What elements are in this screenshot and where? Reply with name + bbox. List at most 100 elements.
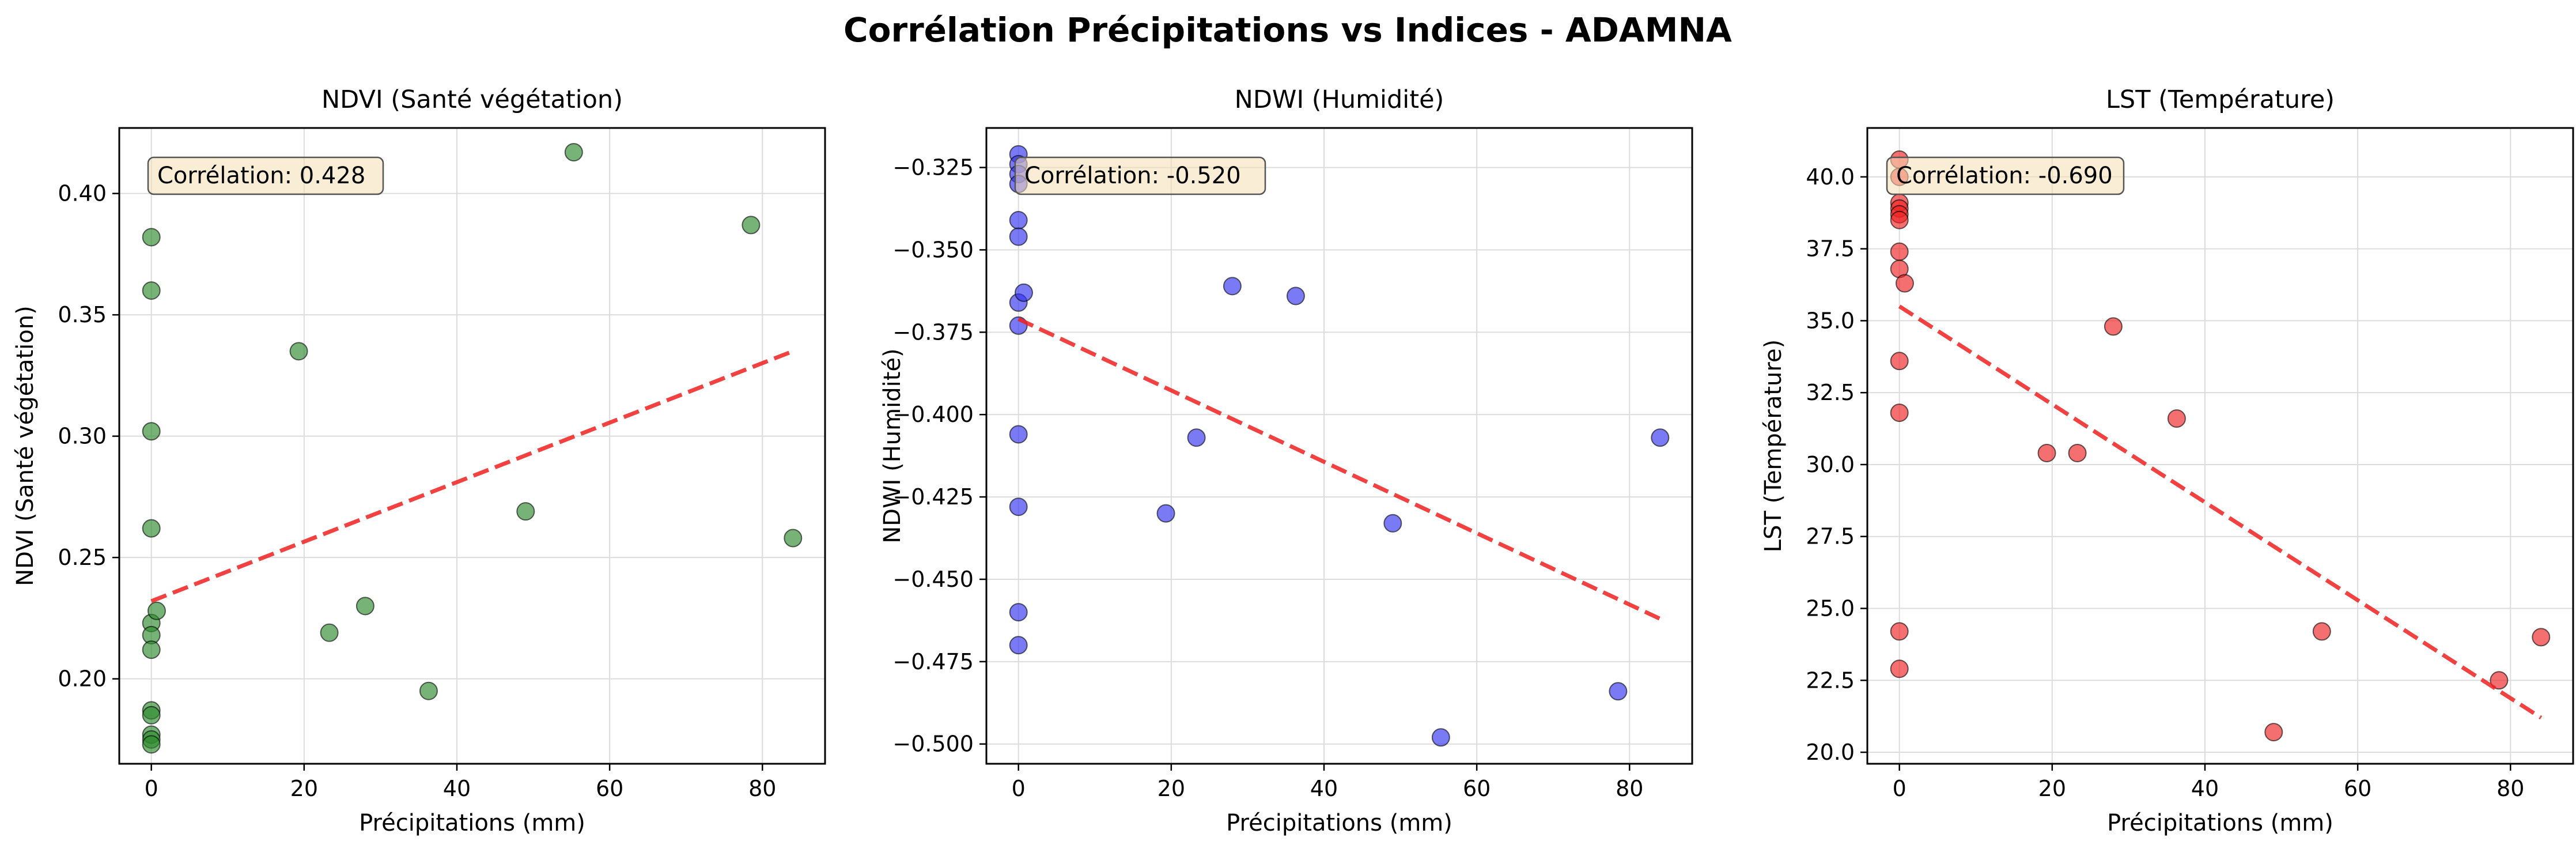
- lst-point: [1890, 622, 1909, 641]
- ndwi-ytick-label: −0.425: [892, 484, 974, 510]
- lst-ylabel: LST (Température): [1760, 340, 1787, 552]
- lst-point: [2312, 622, 2331, 641]
- figure-title: Corrélation Précipitations vs Indices - …: [843, 10, 1732, 50]
- lst-point: [2264, 723, 2283, 742]
- ndwi-correlation-text: Corrélation: -0.520: [1024, 163, 1241, 189]
- lst-point: [1890, 242, 1909, 261]
- ndwi-ytick-label: −0.500: [892, 731, 974, 757]
- ndvi-ytick-label: 0.35: [58, 302, 107, 327]
- lst-point: [2037, 443, 2056, 462]
- lst-xtick-label: 20: [2038, 776, 2066, 801]
- ndvi-ytick-label: 0.40: [58, 181, 107, 206]
- lst-xtick-label: 80: [2496, 776, 2524, 801]
- subplots: 0 20 40 60 80 0.20 0.25 0.30 0.35 0.40 Corrélation…: [12, 85, 2574, 836]
- ndwi-ytick-label: −0.375: [892, 319, 974, 345]
- ndvi-ytick-label: 0.30: [58, 424, 107, 449]
- ndvi-point: [142, 519, 161, 538]
- ndwi-point: [1223, 277, 1242, 296]
- ndwi-xtick-label: 80: [1616, 776, 1643, 801]
- lst-ytick-label: 30.0: [1806, 452, 1855, 477]
- lst-point: [2104, 317, 2123, 336]
- ndvi-point: [142, 706, 161, 725]
- lst-point: [2490, 671, 2509, 690]
- lst-point: [2167, 409, 2186, 428]
- lst-xtick-label: 40: [2191, 776, 2219, 801]
- ndwi-ytick-label: −0.400: [892, 402, 974, 427]
- lst-point: [2068, 443, 2087, 462]
- ndvi-correlation-box: [147, 156, 384, 195]
- ndvi-xtick-label: 20: [290, 776, 318, 801]
- ndwi-axes-frame: [985, 127, 1693, 765]
- ndwi-xtick-label: 60: [1463, 776, 1491, 801]
- lst-ytick-label: 25.0: [1806, 595, 1855, 621]
- ndwi-point: [1009, 227, 1028, 246]
- ndvi-xlabel: Précipitations (mm): [359, 810, 585, 836]
- ndwi-xlabel: Précipitations (mm): [1226, 810, 1452, 836]
- lst-correlation-text: Corrélation: -0.690: [1896, 163, 2113, 189]
- ndwi-xtick-label: 0: [1012, 776, 1026, 801]
- ndwi-point: [1431, 728, 1450, 747]
- ndwi-point: [1009, 425, 1028, 444]
- lst-ytick-label: 22.5: [1806, 668, 1855, 693]
- ndwi-correlation-box: [1014, 156, 1266, 195]
- ndvi-xtick-label: 60: [596, 776, 623, 801]
- ndwi-point: [1286, 286, 1305, 306]
- ndwi-ytick-label: −0.475: [892, 649, 974, 674]
- ndvi-point: [142, 281, 161, 300]
- ndvi-correlation-text: Corrélation: 0.428: [157, 163, 365, 189]
- lst-ytick-label: 35.0: [1806, 308, 1855, 333]
- lst-ytick-label: 27.5: [1806, 524, 1855, 549]
- ndvi-trend-line: [150, 349, 794, 604]
- lst-point: [1890, 210, 1909, 229]
- ndwi-point: [1009, 211, 1028, 230]
- ndwi-xtick-label: 20: [1158, 776, 1185, 801]
- ndvi-point: [320, 623, 339, 642]
- ndvi-point: [289, 342, 308, 361]
- ndwi-point: [1187, 428, 1206, 447]
- ndvi-ytick-label: 0.20: [58, 666, 107, 692]
- ndwi-point: [1609, 682, 1628, 701]
- lst-title: LST (Température): [2106, 85, 2335, 114]
- ndvi-axes-frame: [118, 127, 826, 765]
- ndvi-ylabel: NDVI (Santé végétation): [12, 306, 39, 586]
- ndvi-point: [142, 228, 161, 247]
- ndwi-point: [1156, 504, 1175, 523]
- lst-subplot: 0 20 40 60 80 20.0 22.5 25.0 27.5 30.0 32.5 35.0 37.…: [1760, 85, 2574, 836]
- ndwi-point: [1009, 636, 1028, 655]
- ndvi-xtick-label: 80: [748, 776, 776, 801]
- lst-ytick-label: 32.5: [1806, 380, 1855, 405]
- lst-xlabel: Précipitations (mm): [2107, 810, 2333, 836]
- ndwi-point: [1009, 603, 1028, 622]
- ndvi-xtick-label: 40: [443, 776, 471, 801]
- ndvi-ytick-label: 0.25: [58, 545, 107, 570]
- lst-point: [1895, 274, 1914, 293]
- ndwi-ytick-label: −0.350: [892, 237, 974, 262]
- lst-axes-frame: [1866, 127, 2574, 765]
- ndwi-ylabel: NDWI (Humidité): [879, 348, 906, 543]
- ndvi-subplot: 0 20 40 60 80 0.20 0.25 0.30 0.35 0.40 Corrélation…: [12, 85, 826, 836]
- ndwi-point: [1014, 283, 1033, 302]
- ndvi-point: [142, 735, 161, 754]
- ndwi-subplot: 0 20 40 60 80 −0.500 −0.475 −0.450 −0.425 −0.400 −…: [879, 85, 1693, 836]
- ndvi-point: [516, 502, 535, 521]
- ndvi-point: [564, 143, 583, 162]
- lst-point: [2532, 628, 2551, 647]
- lst-ytick-label: 40.0: [1806, 164, 1855, 190]
- lst-point: [1890, 659, 1909, 678]
- ndwi-point: [1651, 428, 1670, 447]
- ndvi-title: NDVI (Santé végétation): [321, 85, 623, 114]
- ndvi-xtick-label: 0: [145, 776, 158, 801]
- ndvi-point: [147, 601, 166, 620]
- ndvi-point: [742, 216, 761, 235]
- lst-point: [1890, 404, 1909, 423]
- lst-ytick-label: 37.5: [1806, 236, 1855, 262]
- ndwi-ytick-label: −0.325: [892, 155, 974, 180]
- ndvi-point: [142, 422, 161, 441]
- ndwi-title: NDWI (Humidité): [1235, 85, 1444, 114]
- ndwi-ytick-label: −0.450: [892, 567, 974, 592]
- ndvi-point: [419, 681, 438, 700]
- ndvi-point: [355, 597, 375, 616]
- ndvi-point: [142, 640, 161, 659]
- lst-correlation-box: [1886, 156, 2125, 195]
